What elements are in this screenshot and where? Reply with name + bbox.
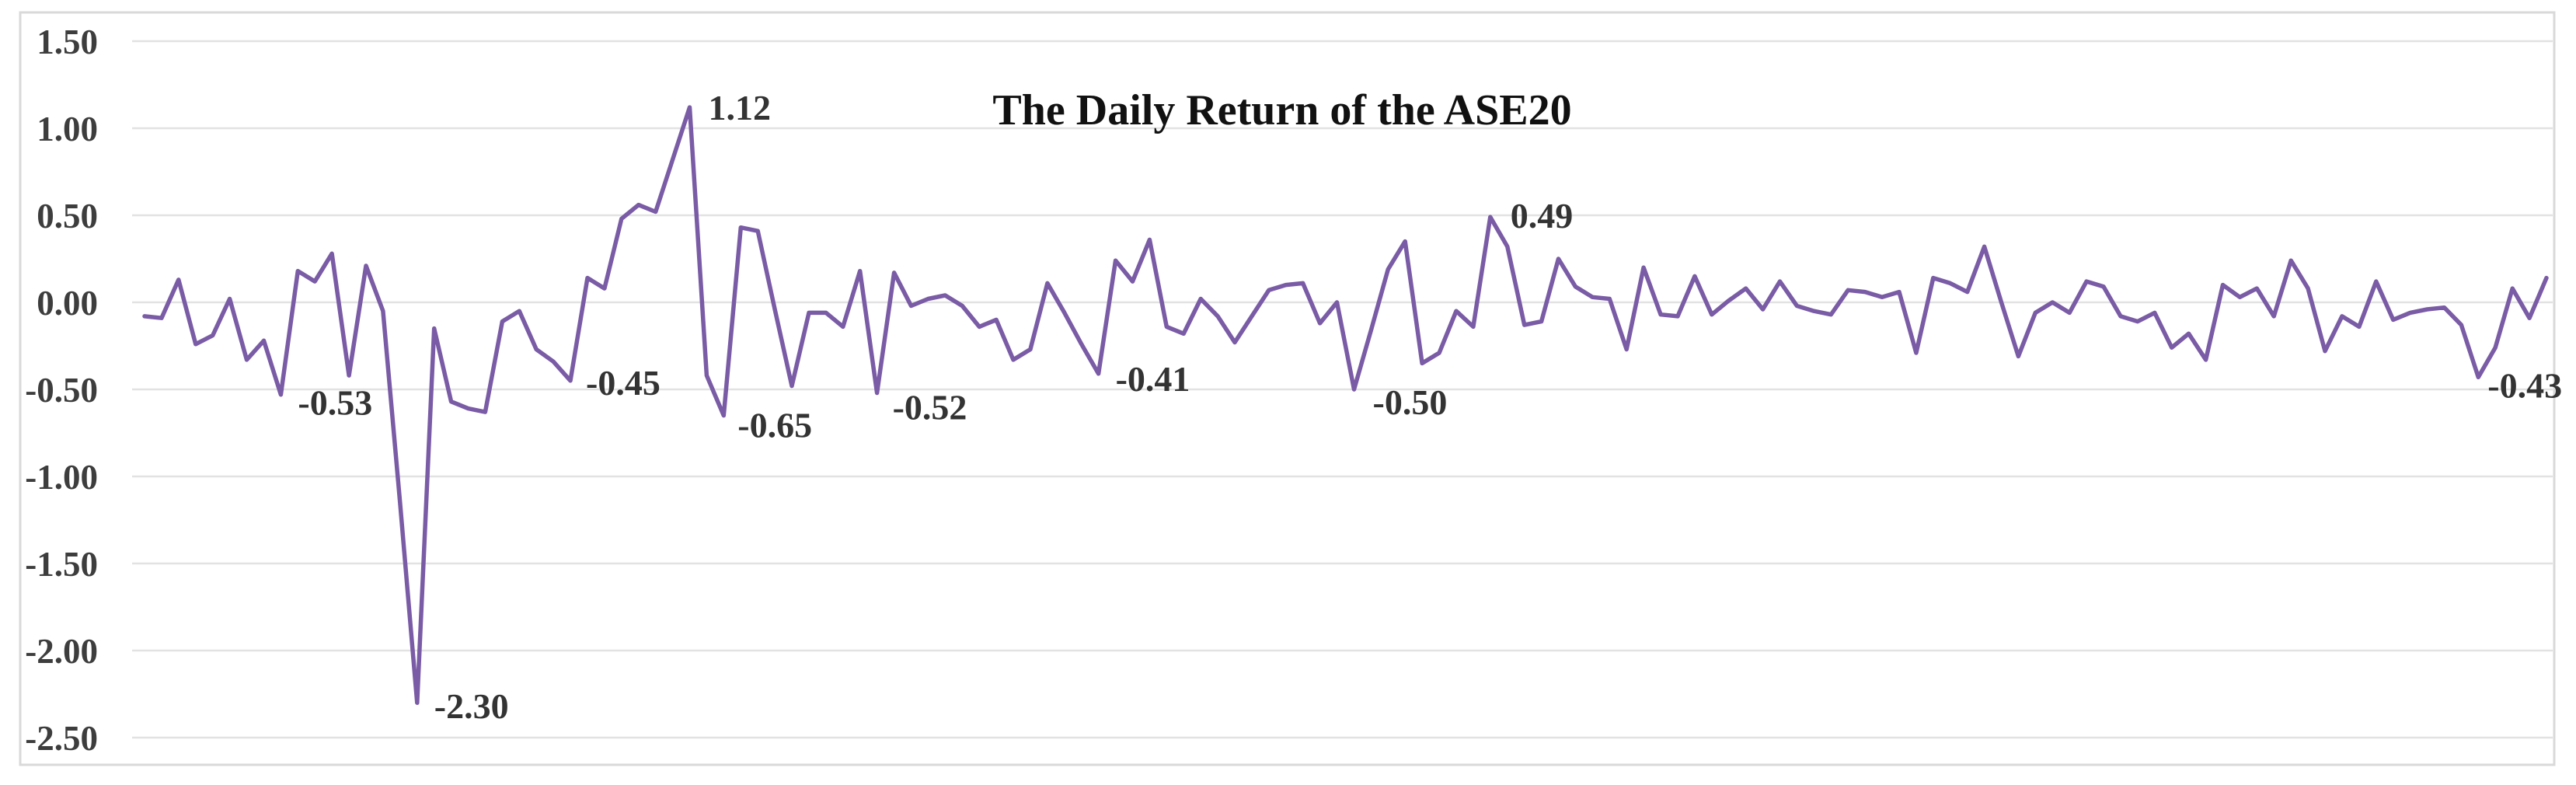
y-axis-tick-label: -2.50: [25, 719, 98, 758]
data-point-labels: -0.53 -2.30 -0.45 1.12 -0.65 -0.52 -0.41 -0.50 0…: [298, 88, 2562, 726]
data-point-label: -0.45: [586, 363, 661, 403]
chart-title: The Daily Return of the ASE20: [992, 86, 1571, 134]
y-axis-tick-label: -0.50: [25, 371, 98, 410]
data-point-label: 1.12: [709, 88, 772, 127]
y-axis-tick-label: 1.00: [37, 110, 98, 148]
data-point-label: -0.43: [2487, 365, 2562, 405]
data-point-label: 0.49: [1511, 196, 1574, 236]
series-line: [142, 105, 2549, 705]
y-axis-tick-label: 0.00: [37, 284, 98, 323]
y-axis-tick-label: -1.50: [25, 545, 98, 584]
data-point-label: -0.50: [1373, 382, 1448, 422]
y-axis-tick-label: -1.00: [25, 458, 98, 497]
y-axis-tick-labels: 1.50 1.00 0.50 0.00 -0.50 -1.00 -1.50 -2.00 -2.5…: [25, 23, 98, 758]
data-point-label: -0.65: [737, 406, 812, 445]
y-axis-tick-label: 0.50: [37, 197, 98, 236]
y-axis-tick-label: 1.50: [37, 23, 98, 61]
gridlines: [132, 40, 2553, 739]
y-axis-tick-label: -2.00: [25, 632, 98, 671]
data-point-label: -2.30: [434, 686, 509, 726]
data-point-label: -0.41: [1116, 359, 1190, 399]
data-point-label: -0.52: [893, 388, 967, 427]
data-point-label: -0.53: [298, 383, 372, 423]
series-group: [142, 105, 2549, 705]
